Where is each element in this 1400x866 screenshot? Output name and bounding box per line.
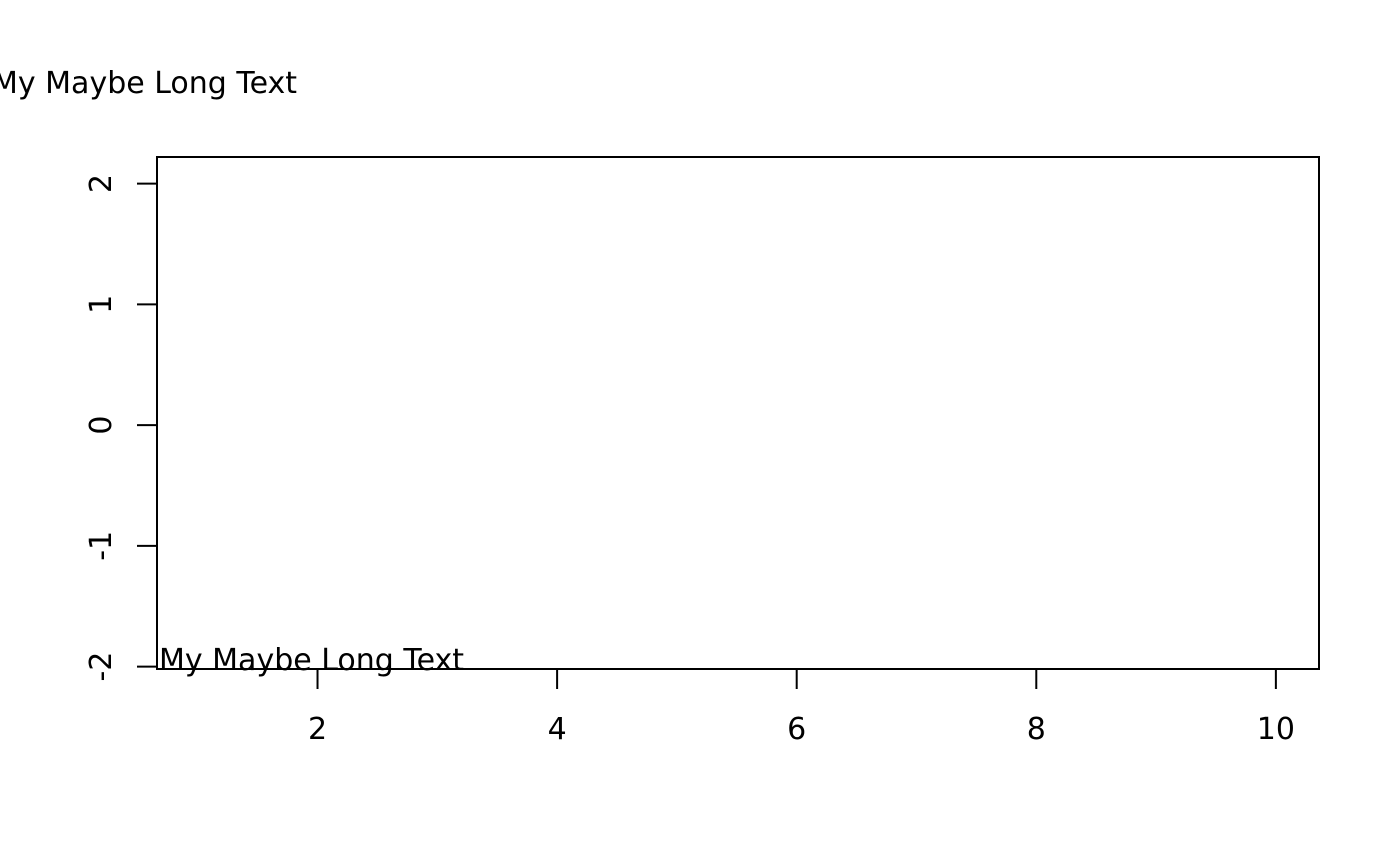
y-tick-label: 0 (84, 416, 119, 435)
margin-text: My Maybe Long Text (0, 66, 297, 101)
y-tick-label: 2 (84, 174, 119, 193)
y-tick-label: -1 (84, 531, 119, 561)
plot-frame (156, 156, 1320, 670)
y-tick-label: -2 (84, 652, 119, 682)
x-tick-label: 8 (1027, 712, 1046, 747)
x-tick-label: 2 (308, 712, 327, 747)
axes: 2 4 6 8 10 -2 -1 0 1 2 (84, 156, 1320, 747)
plot-annotation: My Maybe Long Text (159, 643, 464, 678)
x-tick-label: 10 (1257, 712, 1295, 747)
x-tick-label: 6 (787, 712, 806, 747)
y-tick-label: 1 (84, 295, 119, 314)
x-tick-label: 4 (548, 712, 567, 747)
